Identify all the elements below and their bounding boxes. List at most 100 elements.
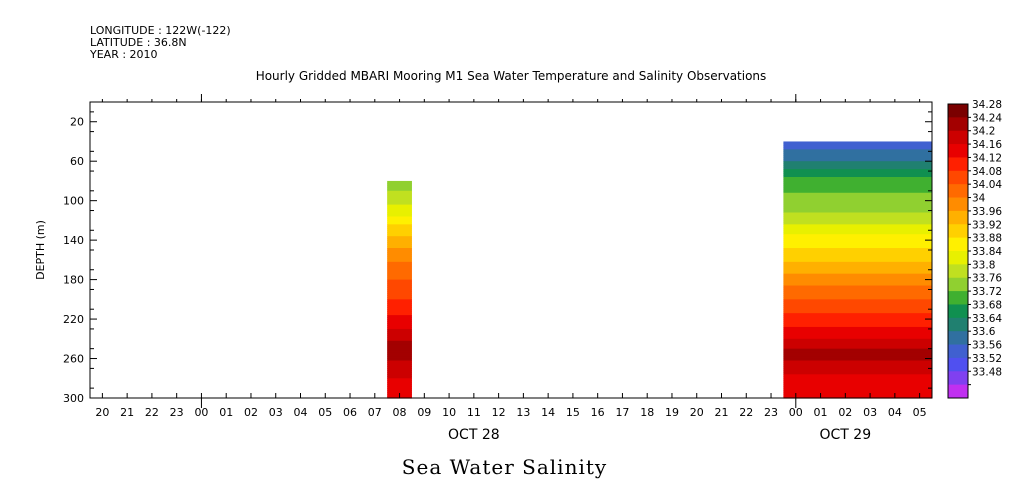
salinity-cell — [387, 210, 412, 214]
x-date-label: OCT 29 — [820, 427, 872, 443]
salinity-cell — [783, 356, 932, 360]
salinity-cell — [783, 358, 932, 362]
salinity-cell — [783, 293, 932, 296]
x-tick-label: 13 — [516, 406, 530, 419]
x-tick-label: 04 — [888, 406, 902, 419]
salinity-cell — [783, 346, 932, 350]
x-tick-label: 21 — [120, 406, 134, 419]
x-tick-label: 02 — [244, 406, 258, 419]
salinity-cell — [387, 287, 412, 291]
salinity-cell — [387, 352, 412, 356]
salinity-cell — [783, 321, 932, 324]
salinity-cell — [387, 380, 412, 383]
x-tick-label: 09 — [417, 406, 431, 419]
salinity-cell — [783, 253, 932, 257]
salinity-cell — [783, 378, 932, 381]
salinity-cell — [783, 147, 932, 150]
latitude-label: LATITUDE : 36.8N — [90, 36, 187, 49]
salinity-cell — [387, 315, 412, 318]
salinity-cell — [783, 372, 932, 375]
salinity-cell — [387, 255, 412, 259]
x-tick-label: 18 — [640, 406, 654, 419]
salinity-cell — [783, 255, 932, 259]
salinity-cell — [387, 246, 412, 249]
salinity-cell — [783, 295, 932, 298]
salinity-cell — [783, 350, 932, 354]
salinity-cell — [387, 244, 412, 247]
salinity-cell — [783, 216, 932, 220]
x-tick-label: 10 — [442, 406, 456, 419]
salinity-cell — [783, 285, 932, 289]
salinity-cell — [783, 307, 932, 310]
salinity-cell — [783, 232, 932, 235]
salinity-cell — [783, 257, 932, 261]
salinity-cell — [387, 358, 412, 362]
salinity-cell — [783, 155, 932, 158]
salinity-cell — [387, 198, 412, 202]
salinity-cell — [783, 342, 932, 346]
salinity-cell — [783, 394, 932, 397]
salinity-cell — [387, 378, 412, 381]
x-tick-label: 07 — [368, 406, 382, 419]
salinity-cell — [387, 297, 412, 300]
salinity-cell — [387, 307, 412, 310]
x-date-label: OCT 28 — [448, 427, 500, 443]
colorbar-label: 33.88 — [972, 233, 1002, 245]
salinity-cell — [783, 176, 932, 180]
salinity-cell — [387, 242, 412, 245]
salinity-cell — [387, 267, 412, 271]
salinity-cell — [783, 236, 932, 239]
salinity-cell — [783, 188, 932, 192]
salinity-cell — [783, 368, 932, 371]
colorbar-swatch — [948, 117, 968, 132]
salinity-cell — [387, 344, 412, 348]
salinity-cell — [783, 159, 932, 162]
year-label: YEAR : 2010 — [90, 48, 158, 61]
salinity-cell — [387, 354, 412, 358]
salinity-cell — [387, 313, 412, 316]
salinity-cell — [387, 263, 412, 267]
salinity-cell — [783, 374, 932, 377]
x-tick-label: 00 — [194, 406, 208, 419]
salinity-cell — [387, 238, 412, 241]
x-tick-label: 08 — [393, 406, 407, 419]
salinity-cell — [783, 182, 932, 186]
salinity-cell — [783, 273, 932, 277]
colorbar-label: 33.84 — [972, 246, 1002, 258]
salinity-cell — [387, 194, 412, 198]
salinity-cell — [387, 362, 412, 366]
colorbar-swatch — [948, 210, 968, 225]
salinity-cell — [783, 218, 932, 221]
salinity-cell — [783, 163, 932, 166]
y-axis-label: DEPTH (m) — [34, 220, 47, 280]
salinity-cell — [783, 277, 932, 281]
salinity-cell — [783, 196, 932, 200]
salinity-cell — [783, 250, 932, 253]
salinity-cell — [783, 267, 932, 271]
salinity-cell — [387, 228, 412, 231]
salinity-cell — [387, 259, 412, 263]
salinity-cell — [783, 165, 932, 168]
salinity-cell — [387, 386, 412, 389]
salinity-cell — [387, 295, 412, 298]
salinity-cell — [387, 326, 412, 330]
colorbar-swatch — [948, 197, 968, 212]
salinity-cell — [387, 214, 412, 218]
salinity-cell — [783, 336, 932, 340]
salinity-cell — [783, 226, 932, 229]
salinity-cell — [783, 200, 932, 204]
salinity-cell — [387, 277, 412, 281]
salinity-cell — [387, 253, 412, 257]
salinity-cell — [387, 317, 412, 320]
salinity-cell — [783, 279, 932, 283]
salinity-cell — [387, 319, 412, 322]
salinity-cell — [387, 248, 412, 251]
salinity-cell — [387, 388, 412, 391]
salinity-cell — [783, 175, 932, 178]
salinity-cell — [387, 285, 412, 289]
x-tick-label: 04 — [294, 406, 308, 419]
x-tick-label: 23 — [764, 406, 778, 419]
salinity-cell — [387, 230, 412, 233]
salinity-cell — [783, 380, 932, 383]
salinity-cell — [387, 234, 412, 237]
